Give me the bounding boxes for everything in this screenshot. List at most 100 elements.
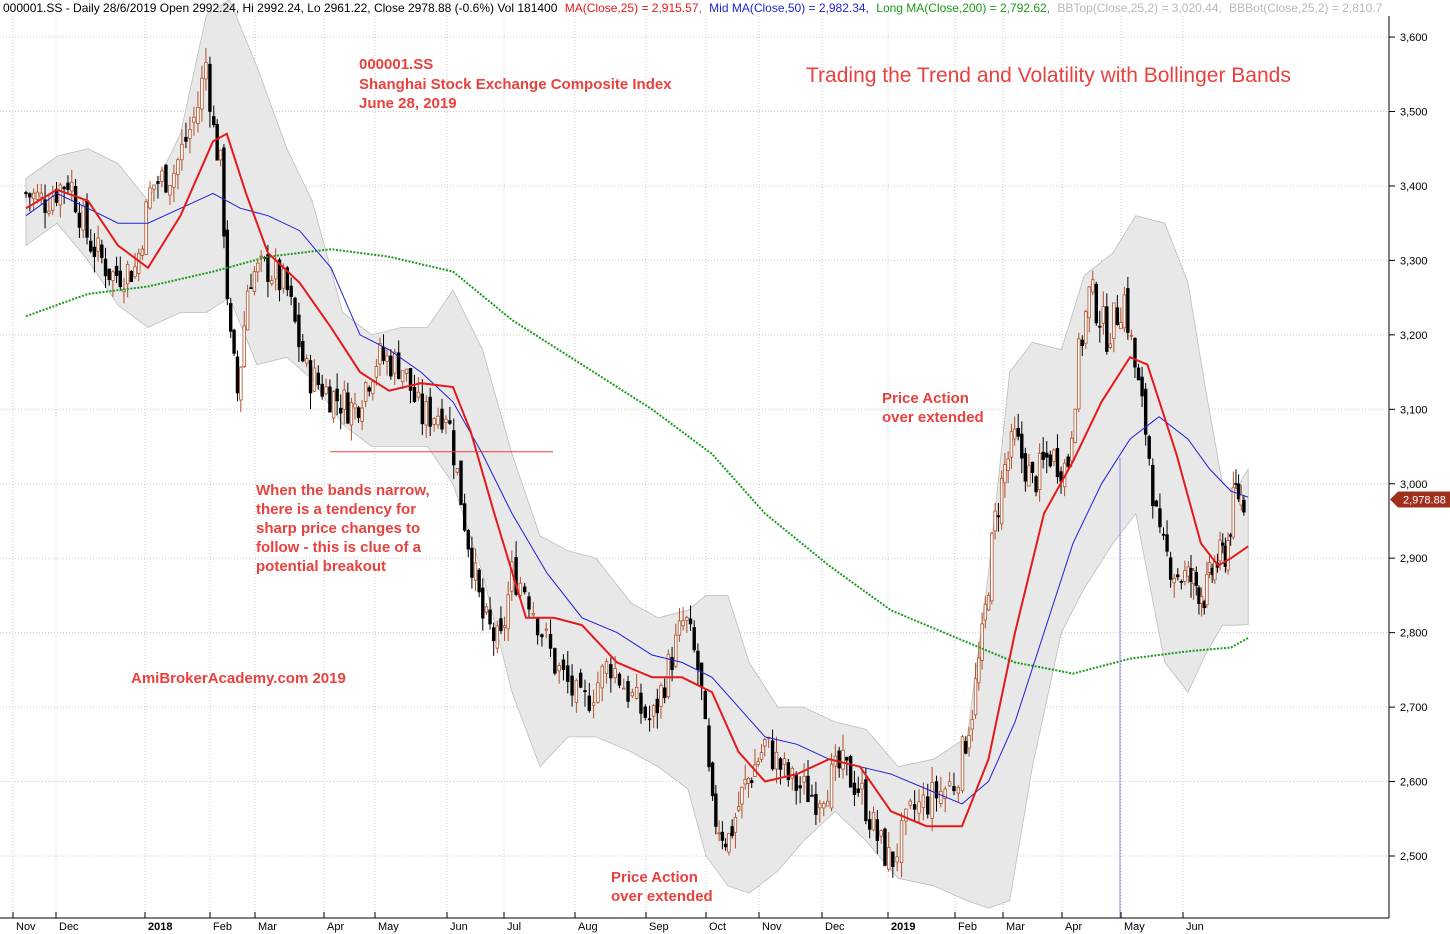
candle-body — [759, 752, 764, 760]
candle-body — [674, 634, 678, 667]
candle-body — [814, 793, 818, 816]
candle-body — [786, 762, 791, 781]
candle-body — [634, 686, 639, 699]
candle-body — [73, 185, 78, 213]
candle-body — [1048, 454, 1053, 467]
candle-body — [990, 532, 994, 602]
candle-body — [841, 749, 845, 770]
candle-body — [600, 665, 604, 689]
candle-body — [527, 596, 531, 610]
candle-body — [148, 187, 152, 209]
watermark: AmiBrokerAcademy.com 2019 — [131, 670, 346, 687]
candle-body — [1115, 307, 1120, 326]
candle-body — [47, 210, 51, 214]
header-ma25: MA(Close,25) = 2,915.57, — [565, 1, 702, 15]
candle-body — [1226, 540, 1230, 571]
candle-body — [710, 762, 715, 797]
x-tick-label: Feb — [958, 921, 977, 933]
candle-body — [1023, 453, 1028, 482]
candle-body — [852, 782, 857, 795]
candle-body — [860, 782, 864, 790]
candle-body — [952, 786, 956, 792]
candle-body — [252, 271, 257, 292]
candle-body — [1213, 561, 1217, 581]
candle-body — [470, 547, 474, 578]
candle-body — [802, 775, 806, 783]
candle-body — [152, 184, 156, 190]
x-tick-label: Jun — [450, 921, 468, 933]
x-tick-label: Aug — [578, 921, 598, 933]
candle-body — [848, 755, 853, 788]
candle-body — [273, 260, 278, 280]
candle-body — [670, 656, 674, 671]
candle-body — [756, 761, 760, 765]
candle-body — [879, 830, 883, 837]
candle-body — [1205, 574, 1209, 606]
candle-body — [381, 346, 386, 361]
x-tick-label: Nov — [16, 921, 36, 933]
candle-body — [763, 739, 767, 747]
candle-body — [239, 366, 243, 401]
candle-body — [912, 804, 917, 810]
candle-body — [934, 781, 939, 799]
candle-body — [829, 763, 834, 809]
candle-body — [1143, 388, 1148, 435]
candle-body — [304, 357, 309, 364]
candle-body — [335, 388, 339, 402]
candle-body — [681, 620, 685, 627]
candle-body — [432, 418, 436, 425]
candle-body — [1066, 456, 1070, 467]
candle-body — [871, 811, 876, 831]
candle-body — [1045, 452, 1049, 458]
candle-body — [172, 172, 176, 188]
candle-body — [43, 199, 47, 213]
x-tick-label: Jun — [1186, 921, 1204, 933]
candle-body — [566, 665, 570, 682]
candle-body — [225, 229, 230, 300]
candle-body — [31, 192, 36, 199]
candle-body — [666, 653, 671, 698]
x-tick-label: Jul — [507, 921, 521, 933]
candle-body — [1210, 567, 1214, 575]
candle-body — [977, 657, 981, 684]
y-tick-label: 2,800 — [1400, 628, 1428, 640]
candle-body — [1030, 461, 1035, 473]
candle-body — [740, 786, 744, 805]
candle-body — [192, 116, 196, 123]
candle-body — [685, 617, 689, 621]
candle-body — [677, 620, 682, 636]
x-axis-ticks: Nov Dec 2018 Feb Mar Apr May Jun Jul Aug Sep Oct Nov… — [12, 912, 1204, 933]
y-axis-ticks: 2,500 2,600 2,700 2,800 2,900 3,000 3,100 3,200… — [1389, 32, 1428, 863]
candle-body — [1165, 534, 1169, 552]
candle-body — [289, 285, 293, 297]
candle-body — [1052, 449, 1056, 462]
candle-body — [921, 794, 926, 809]
x-tick-label: 2019 — [891, 921, 915, 933]
last-price-label: 2,978.88 — [1403, 494, 1446, 506]
candle-body — [416, 391, 421, 398]
candle-body — [1234, 483, 1238, 485]
candle-body — [412, 386, 417, 403]
candle-body — [477, 569, 481, 593]
candle-body — [285, 267, 289, 291]
candle-body — [385, 355, 389, 362]
candle-body — [353, 403, 357, 409]
candle-body — [1221, 542, 1225, 546]
candle-body — [856, 788, 860, 793]
candle-body — [1161, 533, 1166, 536]
candle-body — [242, 325, 246, 367]
candle-body — [1073, 408, 1077, 444]
candle-body — [895, 856, 899, 863]
candle-body — [1231, 487, 1236, 538]
candle-body — [1003, 464, 1007, 484]
candle-body — [867, 819, 872, 830]
ma50-line — [25, 192, 1249, 805]
candle-body — [39, 192, 43, 198]
candle-body — [647, 718, 652, 721]
candle-body — [301, 340, 305, 362]
candle-body — [204, 61, 208, 80]
candle-body — [926, 796, 930, 815]
candle-body — [904, 808, 908, 822]
candle-body — [692, 627, 696, 651]
